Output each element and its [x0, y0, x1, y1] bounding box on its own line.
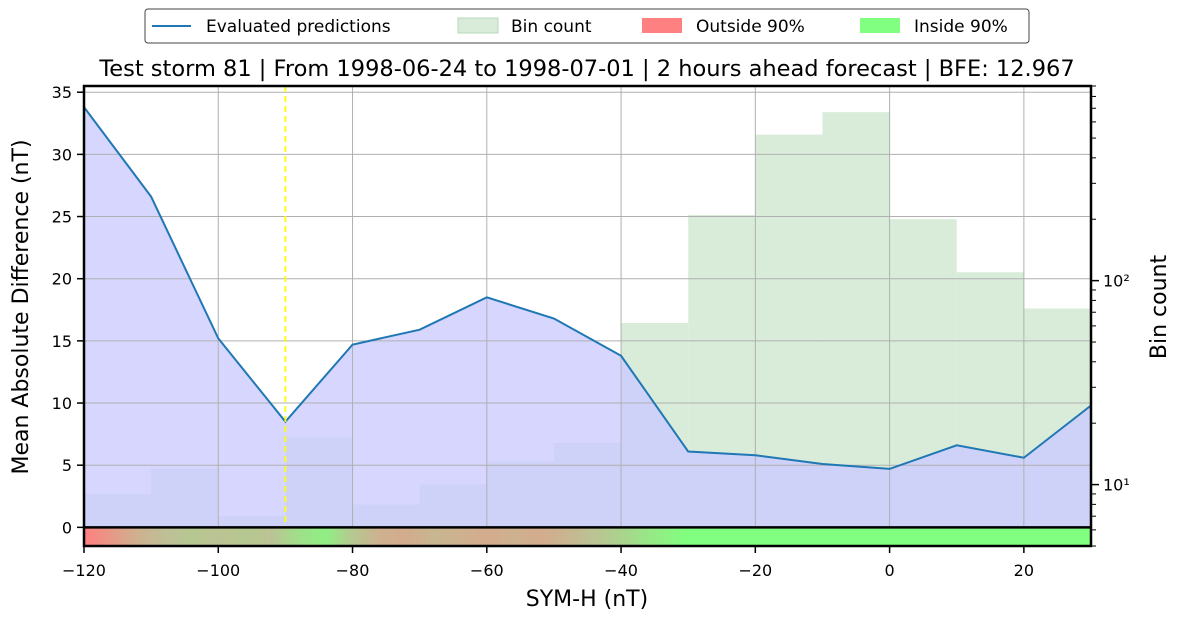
- legend-label-bin-count: Bin count: [511, 17, 592, 37]
- coverage-strip-band: [84, 527, 1091, 546]
- y-tick-label: 20: [52, 270, 72, 289]
- legend-label-inside-90: Inside 90%: [914, 17, 1008, 37]
- x-tick-label: 0: [885, 561, 895, 580]
- legend: Evaluated predictions Bin count Outside …: [144, 8, 1030, 44]
- legend-patch-outside-90: [642, 18, 682, 33]
- x-tick-label: −80: [336, 561, 370, 580]
- x-tick-label: 20: [1014, 561, 1034, 580]
- bin-bar: [822, 112, 890, 528]
- mad-fill-polygon: [84, 107, 1091, 528]
- x-tick-label: −40: [604, 561, 638, 580]
- plot-frame: [82, 84, 1093, 548]
- legend-patch-inside-90: [860, 18, 900, 33]
- chart-title: Test storm 81 | From 1998-06-24 to 1998-…: [98, 56, 1074, 82]
- y2-tick-label: 10¹: [1103, 476, 1130, 495]
- x-axis-label: SYM-H (nT): [526, 587, 648, 612]
- y-tick-label: 35: [52, 83, 72, 102]
- legend-label-evaluated-predictions: Evaluated predictions: [206, 17, 391, 37]
- x-tick-label: −20: [738, 561, 772, 580]
- y-axis-label: Mean Absolute Difference (nT): [9, 139, 34, 474]
- legend-label-outside-90: Outside 90%: [696, 17, 805, 37]
- y2-axis-ticks: 10¹ 10²: [1091, 85, 1130, 547]
- y-tick-label: 10: [52, 394, 72, 413]
- y-tick-label: 25: [52, 208, 72, 227]
- legend-box: [144, 8, 1030, 44]
- x-tick-label: −60: [470, 561, 504, 580]
- coverage-strip: [84, 527, 1091, 546]
- y-tick-label: 0: [62, 518, 72, 537]
- mad-fill-area: [84, 107, 1091, 528]
- y2-tick-label: 10²: [1103, 272, 1130, 291]
- legend-patch-bin-count: [457, 17, 499, 34]
- y-axis-ticks: 0 5 10 15 20 25 30 35: [52, 83, 84, 537]
- y-tick-label: 30: [52, 145, 72, 164]
- y-tick-label: 15: [52, 332, 72, 351]
- plot-border: [82, 84, 1093, 548]
- x-tick-label: −100: [196, 561, 240, 580]
- mad-line: [84, 106, 1091, 470]
- mad-series-line: [84, 106, 1091, 470]
- x-tick-label: −120: [62, 561, 106, 580]
- x-axis-ticks: −120 −100 −80 −60 −40 −20 0 20: [62, 546, 1034, 580]
- y2-axis-label: Bin count: [1147, 255, 1172, 360]
- y-tick-label: 5: [62, 456, 72, 475]
